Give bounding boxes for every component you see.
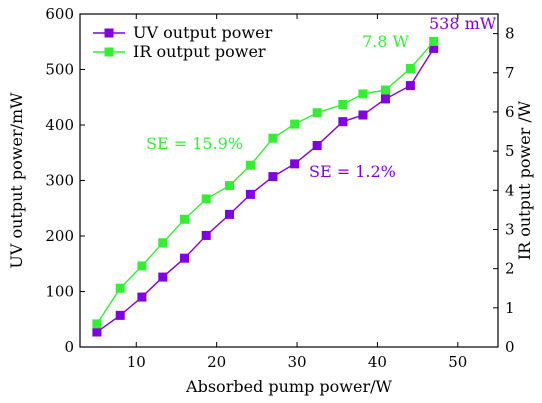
y-left-tick-label: 400	[45, 116, 74, 134]
y-left-tick-label: 500	[45, 61, 74, 79]
data-point	[338, 117, 348, 127]
y-left-tick-label: 300	[45, 172, 74, 190]
data-point	[429, 36, 439, 46]
annotation-uv-max: 538 mW	[429, 14, 497, 33]
data-point	[115, 283, 125, 293]
data-point	[380, 94, 390, 104]
y-axis-left-title: UV output power/mW	[7, 92, 26, 269]
data-point	[245, 189, 255, 199]
annotation-se-uv: SE = 1.2%	[309, 162, 396, 181]
legend-label-ir: IR output power	[133, 42, 266, 61]
annotation-ir-max: 7.8 W	[362, 32, 410, 51]
y-right-tick-label: 8	[505, 25, 515, 43]
legend: UV output power IR output power	[93, 23, 273, 61]
data-point	[245, 160, 255, 170]
x-tick-label: 40	[368, 353, 387, 371]
data-point	[225, 181, 235, 191]
y-axis-right-title: IR output power /W	[515, 100, 534, 260]
data-point	[338, 99, 348, 109]
y-right-tick-label: 2	[505, 260, 515, 278]
annotation-se-ir: SE = 15.9%	[146, 134, 243, 153]
y-left-tick-label: 200	[45, 227, 74, 245]
data-point	[92, 327, 102, 337]
data-point	[201, 194, 211, 204]
data-point	[180, 253, 189, 263]
series-layer	[92, 36, 439, 337]
data-point	[137, 292, 147, 302]
data-point	[268, 172, 278, 182]
y-left-tick-label: 100	[45, 283, 74, 301]
data-point	[358, 110, 368, 120]
data-point	[290, 119, 300, 129]
y-left-tick-label: 600	[45, 5, 74, 23]
x-tick-label: 50	[448, 353, 467, 371]
data-point	[92, 319, 102, 329]
data-point	[201, 230, 211, 240]
data-point	[268, 133, 278, 143]
x-tick-label: 10	[127, 353, 146, 371]
data-point	[429, 43, 439, 53]
x-tick-label: 20	[207, 353, 226, 371]
y-right-tick-label: 7	[505, 64, 515, 82]
data-point	[225, 209, 235, 219]
x-axis-title: Absorbed pump power/W	[185, 377, 392, 396]
y-left-tick-label: 0	[64, 338, 74, 356]
data-point	[405, 81, 415, 91]
data-point	[290, 159, 300, 169]
data-point	[358, 89, 368, 99]
y-right-tick-label: 1	[505, 299, 515, 317]
y-right-tick-label: 0	[505, 338, 515, 356]
y-right-tick-label: 5	[505, 142, 515, 160]
data-point	[312, 141, 322, 151]
series-line-0	[96, 48, 435, 333]
legend-marker-uv	[104, 28, 114, 38]
data-point	[115, 310, 125, 320]
data-point	[158, 272, 168, 282]
y-right-tick-label: 4	[505, 181, 515, 199]
legend-marker-ir	[104, 47, 114, 57]
data-point	[158, 238, 168, 248]
data-point	[137, 261, 147, 271]
x-tick-label: 30	[287, 353, 306, 371]
y-right-tick-label: 6	[505, 103, 515, 121]
legend-label-uv: UV output power	[133, 23, 273, 42]
data-point	[312, 108, 322, 118]
series-line-1	[96, 40, 435, 325]
data-point	[180, 214, 189, 224]
y-right-tick-label: 3	[505, 220, 515, 238]
data-point	[380, 85, 390, 95]
data-point	[405, 63, 415, 73]
